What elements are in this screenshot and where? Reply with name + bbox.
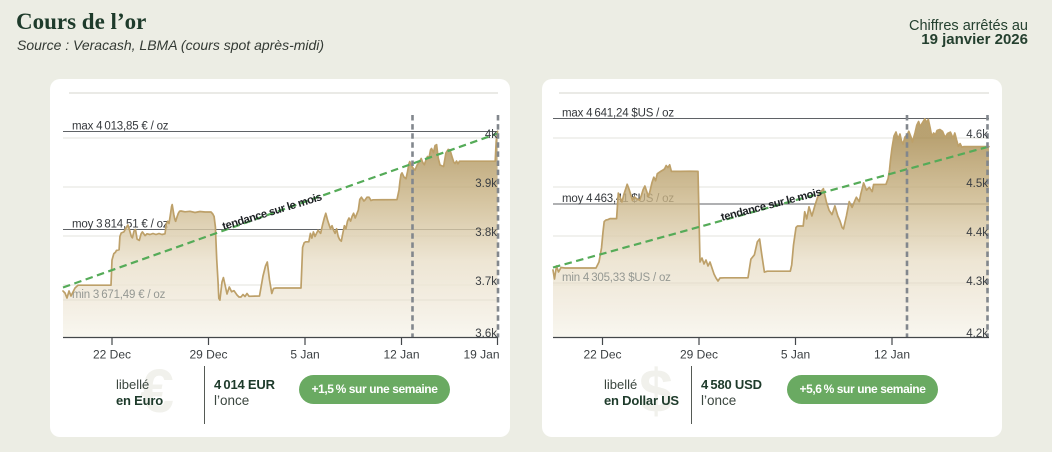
svg-text:min 4 305,33 $US / oz: min 4 305,33 $US / oz <box>562 272 671 284</box>
svg-text:29 Dec: 29 Dec <box>680 348 718 362</box>
svg-text:12 Jan: 12 Jan <box>874 348 910 362</box>
svg-text:3.7k: 3.7k <box>475 276 497 288</box>
svg-text:max 4 641,24 $US / oz: max 4 641,24 $US / oz <box>562 108 674 120</box>
svg-text:3.6k: 3.6k <box>475 328 497 340</box>
svg-text:3.8k: 3.8k <box>475 227 497 239</box>
svg-text:4.4k: 4.4k <box>966 227 988 239</box>
svg-text:4k: 4k <box>485 129 497 141</box>
svg-text:max 4 013,85 € / oz: max 4 013,85 € / oz <box>72 121 169 133</box>
svg-text:4.6k: 4.6k <box>966 129 988 141</box>
svg-text:4.3k: 4.3k <box>966 276 988 288</box>
svg-text:22 Dec: 22 Dec <box>93 348 131 362</box>
svg-text:5 Jan: 5 Jan <box>290 348 319 362</box>
svg-text:19 Jan: 19 Jan <box>463 348 499 362</box>
svg-text:tendance sur le mois: tendance sur le mois <box>221 191 323 233</box>
svg-text:5 Jan: 5 Jan <box>781 348 810 362</box>
svg-text:4.2k: 4.2k <box>966 328 988 340</box>
svg-text:4.5k: 4.5k <box>966 178 988 190</box>
svg-text:22 Dec: 22 Dec <box>583 348 621 362</box>
svg-text:moy 3 814,51 € / oz: moy 3 814,51 € / oz <box>72 219 169 231</box>
svg-text:12 Jan: 12 Jan <box>383 348 419 362</box>
svg-text:min 3 671,49 € / oz: min 3 671,49 € / oz <box>72 289 166 301</box>
svg-text:29 Dec: 29 Dec <box>189 348 227 362</box>
svg-text:3.9k: 3.9k <box>475 178 497 190</box>
